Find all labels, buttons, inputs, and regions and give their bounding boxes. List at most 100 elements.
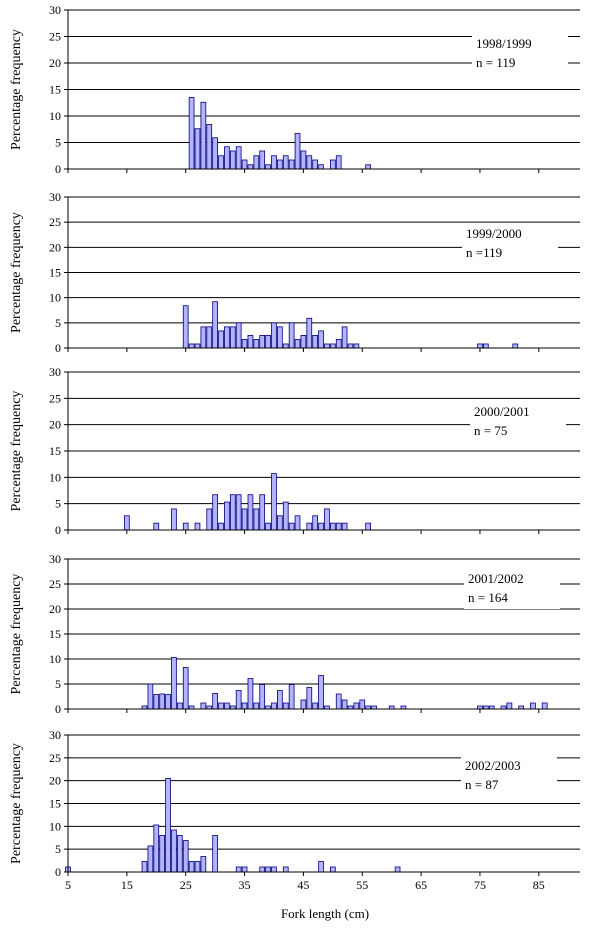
y-tick-label: 10 <box>49 470 61 484</box>
sample-size-label: n = 119 <box>476 55 515 70</box>
bar <box>218 330 224 349</box>
y-tick-label: 30 <box>49 552 61 566</box>
y-tick-label: 5 <box>55 842 61 856</box>
bar <box>200 326 207 349</box>
bar <box>206 508 213 531</box>
bar <box>147 845 154 873</box>
sample-size-label: n = 87 <box>465 777 499 792</box>
bar <box>171 508 177 531</box>
y-axis-label: Percentage frequency <box>9 574 24 695</box>
bar <box>224 146 230 170</box>
y-tick-label: 15 <box>49 444 61 458</box>
legend-box <box>472 34 568 74</box>
bar <box>271 702 277 710</box>
bar <box>288 322 295 349</box>
sample-size-label: n = 164 <box>468 590 508 605</box>
bar <box>247 678 254 710</box>
y-tick-label: 10 <box>49 652 61 666</box>
season-label: 1999/2000 <box>466 226 522 241</box>
legend-box <box>470 402 566 442</box>
bar <box>259 494 266 531</box>
x-tick-label: 45 <box>297 878 309 892</box>
bar <box>306 155 313 170</box>
bar <box>288 684 295 710</box>
bar <box>200 856 207 873</box>
bar <box>235 866 242 873</box>
bar <box>329 343 336 349</box>
bar <box>277 326 283 349</box>
bar <box>259 866 266 873</box>
bar <box>235 494 242 531</box>
bar <box>318 675 324 710</box>
bar <box>212 494 218 531</box>
bar <box>512 343 519 349</box>
bar <box>341 326 348 349</box>
histogram-panel-4: 0 5 10 15 20 25 30 Percentage frequency 2001/200… <box>9 552 580 716</box>
legend-box <box>464 569 560 609</box>
x-tick-label: 55 <box>356 878 368 892</box>
y-tick-label: 10 <box>49 819 61 833</box>
y-tick-label: 20 <box>49 240 61 254</box>
sample-size-label: n =119 <box>466 245 502 260</box>
bar <box>235 322 242 349</box>
y-tick-label: 25 <box>49 577 61 591</box>
bar <box>212 137 218 170</box>
y-tick-label: 15 <box>49 266 61 280</box>
bar <box>318 330 324 349</box>
y-tick-label: 10 <box>49 109 61 123</box>
bar <box>182 667 189 710</box>
season-label: 1998/1999 <box>476 36 532 51</box>
bar <box>506 702 513 710</box>
y-tick-label: 20 <box>49 774 61 788</box>
bar <box>259 150 266 170</box>
y-tick-label: 0 <box>55 702 61 716</box>
y-tick-label: 20 <box>49 56 61 70</box>
histogram-panel-3: 0 5 10 15 20 25 30 Percentage frequency 2000/200… <box>9 365 580 537</box>
y-axis-label: Percentage frequency <box>9 391 24 512</box>
bar <box>306 522 313 531</box>
bar <box>265 164 271 170</box>
bar <box>335 155 342 170</box>
x-tick-label: 85 <box>533 878 545 892</box>
bar <box>353 702 360 710</box>
x-tick-label: 65 <box>415 878 427 892</box>
bar <box>241 508 248 531</box>
x-axis-label: Fork length (cm) <box>281 906 369 921</box>
x-tick-label: 75 <box>474 878 486 892</box>
bar <box>300 699 307 710</box>
bar <box>200 702 207 710</box>
y-tick-label: 5 <box>55 136 61 150</box>
bar <box>541 702 548 710</box>
bar <box>265 522 271 531</box>
bar <box>253 155 260 170</box>
bar <box>394 866 401 873</box>
bar <box>365 164 371 170</box>
bar <box>324 343 330 349</box>
bar <box>124 515 130 531</box>
bar <box>335 522 342 531</box>
y-tick-label: 5 <box>55 677 61 691</box>
y-tick-label: 0 <box>55 865 61 879</box>
bar <box>341 699 348 710</box>
y-tick-label: 0 <box>55 523 61 537</box>
bar <box>218 702 224 710</box>
sample-size-label: n = 75 <box>474 423 507 438</box>
bar <box>265 335 271 349</box>
y-tick-label: 5 <box>55 316 61 330</box>
y-tick-label: 25 <box>49 215 61 229</box>
bar <box>182 840 189 873</box>
bar <box>159 693 166 710</box>
bar <box>171 829 177 873</box>
bar <box>318 522 324 531</box>
y-axis-label: Percentage frequency <box>9 743 24 864</box>
bar <box>229 326 236 349</box>
y-tick-label: 5 <box>55 497 61 511</box>
bar <box>282 866 289 873</box>
legend-box <box>461 756 557 796</box>
x-tick-label: 15 <box>121 878 133 892</box>
y-tick-label: 20 <box>49 602 61 616</box>
bar <box>188 861 195 873</box>
bar <box>294 133 301 170</box>
bar <box>318 164 324 170</box>
